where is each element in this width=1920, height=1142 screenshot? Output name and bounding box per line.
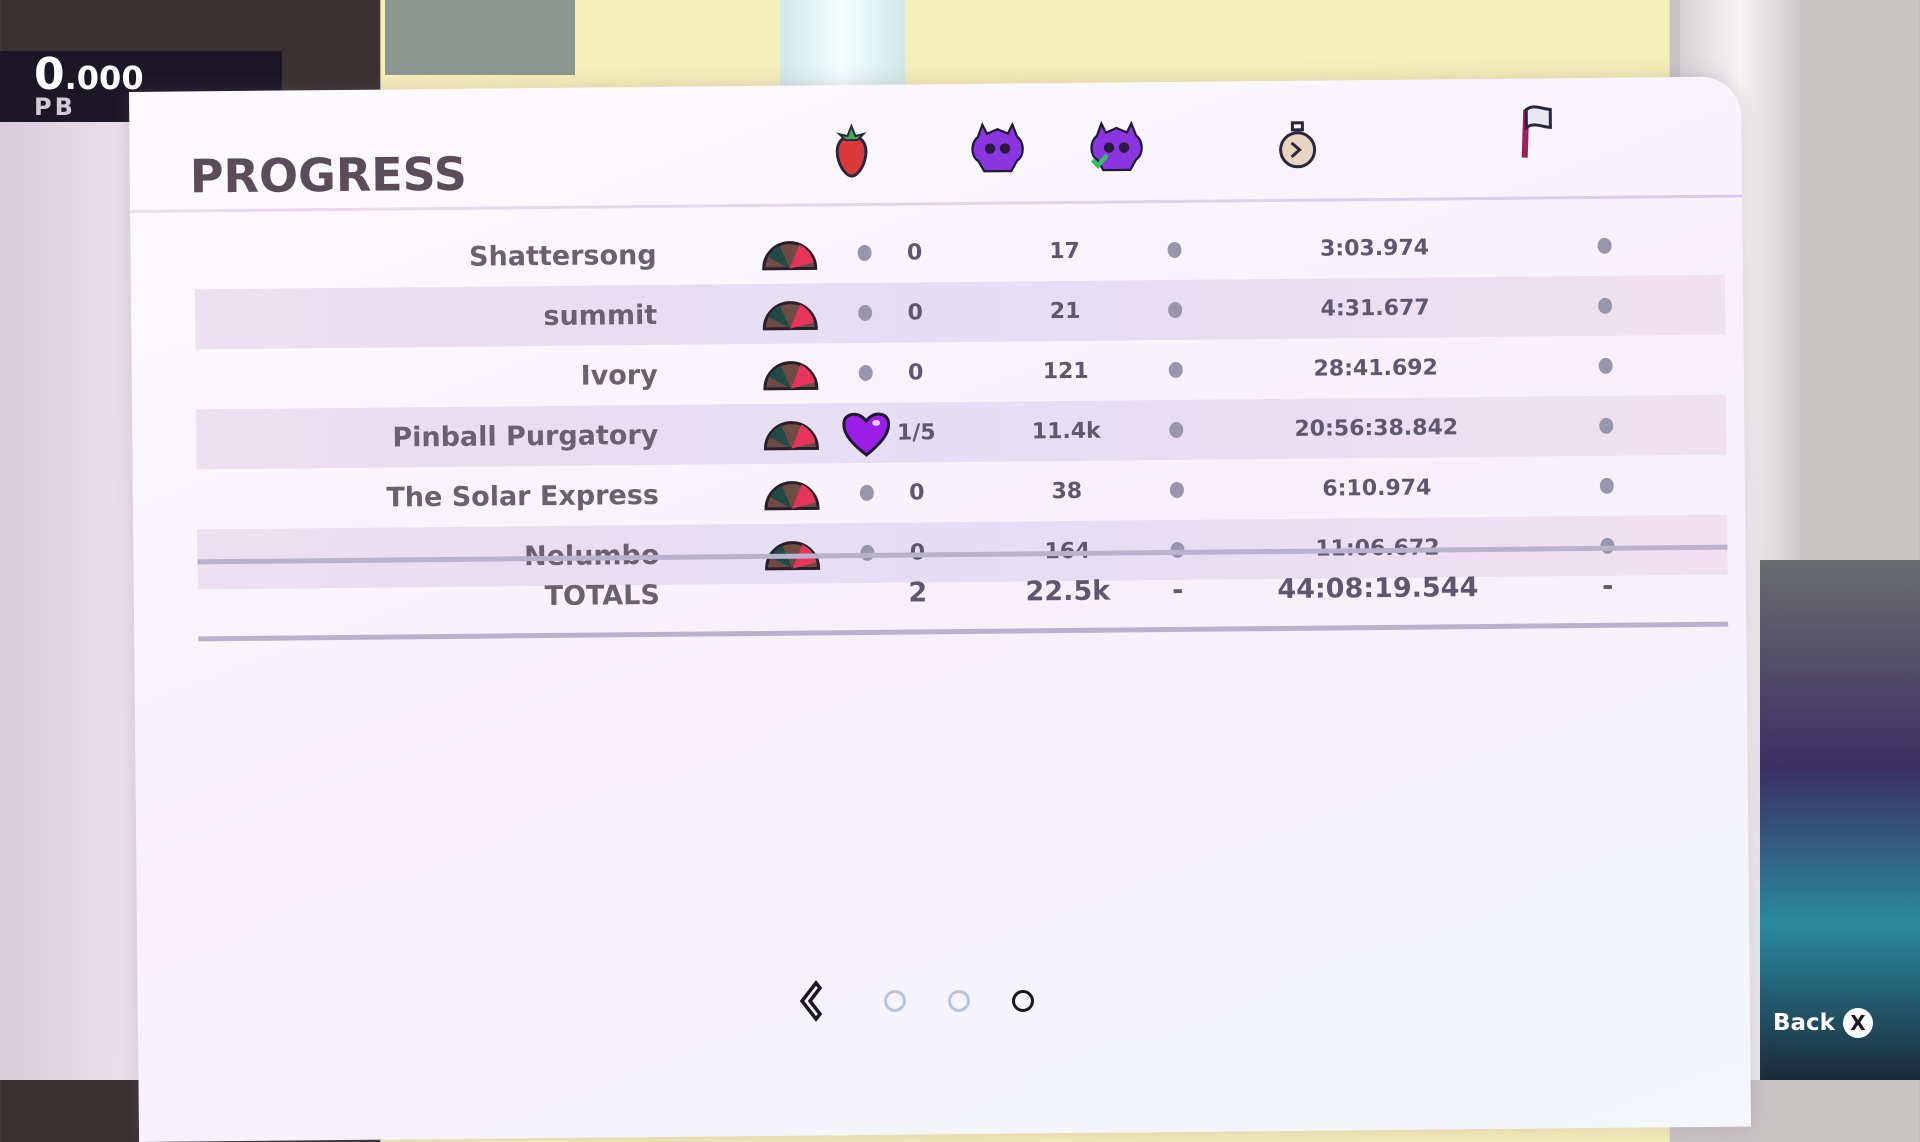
skull-icon [967,118,1028,179]
deathless-dot [1146,400,1207,461]
table-row[interactable]: Pinball Purgatory 1/5 11.4k 20:56:38.842 [196,394,1727,470]
crystal-heart-icon [842,412,891,457]
status-dot [1167,241,1182,259]
chapter-name: summit [543,299,658,332]
previous-page-button[interactable] [798,980,834,1026]
status-dot [1599,477,1614,494]
page-indicator-2[interactable] [948,990,970,1012]
best-time: 4:31.677 [1320,295,1430,322]
chapter-name: Shattersong [468,239,657,273]
best-time: 20:56:38.842 [1294,414,1459,442]
death-count: 17 [1049,238,1081,264]
flag-dot [1575,336,1636,397]
totals-deathless: - [1172,574,1184,606]
page-indicator-3[interactable] [1012,990,1034,1012]
status-dot [1597,237,1612,254]
best-time: 6:10.974 [1322,475,1432,502]
flag-icon [1507,100,1568,161]
table-row[interactable]: Ivory 0 121 28:41.692 [195,335,1726,410]
back-button[interactable]: Back X [1773,1008,1873,1038]
chapter-name: Pinball Purgatory [392,419,659,453]
strawberry-count: 0 [907,299,923,326]
status-dot [1168,361,1183,379]
gauge-icon [757,463,828,524]
timer-ms: .000 [64,59,144,97]
gauge-icon [756,403,827,464]
flag-dot [1575,276,1636,337]
death-count: 11.4k [1031,418,1101,444]
totals-flag: - [1602,570,1614,602]
best-time: 28:41.692 [1313,354,1438,382]
strawberry-count: 0 [909,479,925,506]
totals-label: TOTALS [544,579,661,612]
strawberry-count: 0 [906,239,923,266]
deathless-dot [1145,340,1206,401]
stopwatch-icon [1267,115,1328,176]
skull-check-icon [1086,117,1147,178]
status-dot [1168,301,1183,319]
totals-time: 44:08:19.544 [1277,571,1479,605]
flag-dot [1574,216,1635,277]
status-dot [1169,421,1184,439]
status-dot [1598,297,1613,314]
strawberry-icon [821,120,882,181]
page-title: PROGRESS [189,146,468,204]
strawberry-count: 0 [907,359,924,386]
progress-panel: PROGRESS Shattersong 0 17 3:03.974 summi… [129,76,1752,1142]
chapter-name: Ivory [580,359,658,392]
gauge-icon [755,343,826,404]
flag-dot [1577,456,1638,517]
deathless-dot [1145,280,1206,341]
table-row[interactable]: Shattersong 0 17 3:03.974 [194,215,1725,290]
strawberry-count: 1/5 [896,419,936,446]
page-indicator-1[interactable] [884,990,906,1012]
background-rock [385,0,575,75]
empty-heart-dot [858,304,873,322]
death-count: 21 [1049,298,1081,324]
gauge-icon [754,223,825,284]
heart-cell [836,403,897,464]
table-row[interactable]: The Solar Express 0 38 6:10.974 [197,455,1728,530]
status-dot [1598,357,1613,374]
empty-heart-dot [859,484,874,502]
deathless-dot [1147,460,1208,521]
gauge-icon [755,283,826,344]
table-row[interactable]: summit 0 21 4:31.677 [194,274,1726,350]
totals-strawberries: 2 [908,576,928,609]
flag-dot [1576,396,1637,457]
empty-heart-dot [857,244,872,262]
status-dot [1169,481,1184,499]
background-column [780,0,905,100]
chapter-name: The Solar Express [386,479,660,514]
empty-heart-dot [858,364,873,382]
death-count: 121 [1042,358,1089,384]
diamond-arrow-icon [799,980,823,1022]
death-count: 38 [1051,478,1083,504]
deathless-dot [1144,220,1205,281]
x-button-icon: X [1842,1008,1873,1038]
timer-value: 0 [34,49,65,100]
background-foliage [1760,560,1920,1080]
back-label: Back [1773,1010,1835,1036]
timer-label: PB [34,93,76,121]
status-dot [1599,417,1614,434]
left-veil [0,115,150,1080]
totals-deaths: 22.5k [1025,575,1111,607]
best-time: 3:03.974 [1319,235,1430,262]
